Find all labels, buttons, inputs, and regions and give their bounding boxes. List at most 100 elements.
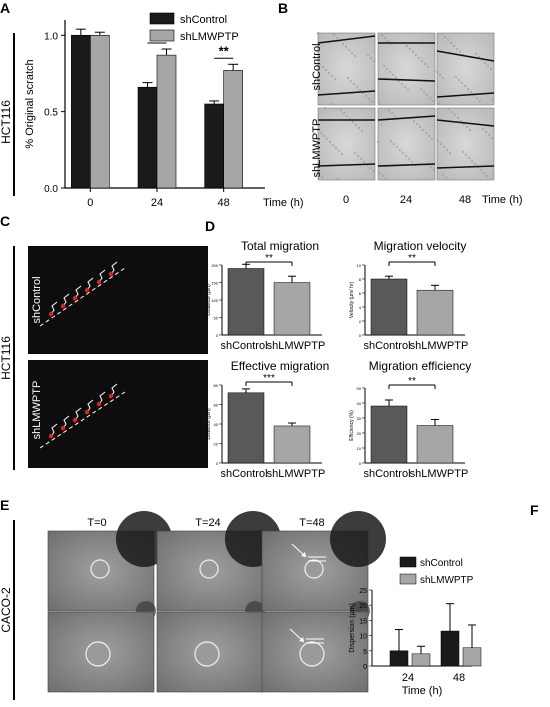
f-y-tick-label: 5 bbox=[363, 649, 367, 656]
colony bbox=[304, 559, 324, 579]
cell-speck bbox=[324, 68, 328, 72]
cell-speck bbox=[383, 36, 387, 40]
scratch-edge bbox=[377, 163, 436, 167]
cell-speck bbox=[437, 101, 441, 105]
d-bar bbox=[416, 425, 454, 464]
cell-speck bbox=[440, 32, 444, 36]
cell-speck bbox=[473, 162, 477, 166]
cell-speck bbox=[404, 154, 408, 158]
d-bar bbox=[273, 425, 311, 464]
cell-speck bbox=[430, 137, 434, 141]
scratch-edge bbox=[436, 165, 495, 169]
f-legend-swatch bbox=[399, 556, 417, 568]
a-bar bbox=[90, 34, 110, 189]
f-bar bbox=[440, 630, 460, 667]
cell-speck bbox=[317, 172, 321, 176]
d-x-tick-label: shLMWPTP bbox=[410, 340, 469, 352]
row-label-c-control: shControl bbox=[31, 276, 43, 323]
d-y-tick-label: 20 bbox=[357, 431, 362, 436]
cell-speck bbox=[334, 146, 338, 150]
arrow-head bbox=[299, 637, 304, 642]
f-y-tick-label: 15 bbox=[359, 618, 367, 625]
cell-speck bbox=[403, 85, 407, 89]
d-y-tick-label: 10 bbox=[357, 446, 362, 451]
cell-speck bbox=[479, 168, 483, 172]
f-y-tick-label: 20 bbox=[359, 603, 367, 610]
d-y-tick-label: 150 bbox=[211, 281, 218, 286]
cell-speck bbox=[378, 171, 382, 175]
d-y-tick-label: 200 bbox=[211, 263, 218, 268]
cell-speck bbox=[468, 128, 472, 132]
cell-speck bbox=[327, 71, 331, 75]
cell-speck bbox=[321, 65, 325, 69]
cell-speck bbox=[389, 139, 393, 143]
cell-speck bbox=[470, 159, 474, 163]
cell-speck bbox=[420, 59, 424, 63]
d-y-tick-label: 40 bbox=[214, 422, 219, 427]
cell-line-label-e: CACO-2 bbox=[0, 587, 13, 633]
row-label-c-knockdown: shLMWPTP bbox=[31, 381, 43, 440]
cell-speck bbox=[388, 70, 392, 74]
cell-speck bbox=[357, 126, 361, 130]
colony bbox=[90, 559, 110, 579]
cell-speck bbox=[391, 73, 395, 77]
cell-speck bbox=[360, 129, 364, 133]
cell-speck bbox=[370, 100, 374, 104]
cell-speck bbox=[489, 67, 493, 71]
cell-speck bbox=[368, 166, 372, 170]
cell-speck bbox=[390, 111, 394, 115]
cell-speck bbox=[372, 59, 376, 63]
cell-speck bbox=[417, 56, 421, 60]
cell-speck bbox=[445, 148, 449, 152]
d-y-tick-label: 80 bbox=[214, 383, 219, 388]
cell-speck bbox=[340, 152, 344, 156]
cell-speck bbox=[349, 79, 353, 83]
track-endpoint bbox=[96, 401, 102, 407]
cell-speck bbox=[355, 85, 359, 89]
cell-speck bbox=[345, 114, 349, 118]
track-endpoint bbox=[72, 295, 78, 301]
cell-speck bbox=[443, 35, 447, 39]
dark-region bbox=[330, 511, 386, 567]
colony bbox=[85, 641, 111, 667]
cell-speck bbox=[478, 99, 482, 103]
cell-speck bbox=[386, 39, 390, 43]
cell-speck bbox=[449, 41, 453, 45]
d-chart-title: Migration efficiency bbox=[369, 359, 472, 373]
track-endpoint bbox=[84, 287, 90, 293]
chart-a: 0.00.51.0% Original scratch02448****shCo… bbox=[24, 12, 304, 209]
d-y-tick-label: 2 bbox=[359, 319, 362, 324]
cell-speck bbox=[354, 123, 358, 127]
f-y-tick-label: 25 bbox=[359, 588, 367, 595]
cell-speck bbox=[336, 177, 340, 181]
d-y-tick-label: 8 bbox=[359, 277, 362, 282]
cell-speck bbox=[441, 76, 445, 80]
d-y-tick-label: 50 bbox=[357, 386, 362, 391]
d-bar bbox=[227, 268, 265, 336]
cell-speck bbox=[490, 136, 494, 140]
cell-speck bbox=[447, 107, 451, 111]
cell-speck bbox=[337, 149, 341, 153]
d-y-tick-label: 0 bbox=[216, 333, 219, 338]
cell-speck bbox=[424, 131, 428, 135]
scratch-edge bbox=[317, 35, 376, 44]
cell-speck bbox=[376, 140, 380, 144]
a-x-axis-label: Time (h) bbox=[263, 197, 304, 209]
cell-speck bbox=[466, 87, 470, 91]
d-y-tick-label: 100 bbox=[211, 298, 218, 303]
row-label-b-knockdown: shLMWPTP bbox=[311, 119, 323, 178]
cell-speck bbox=[353, 54, 357, 58]
cell-speck bbox=[414, 53, 418, 57]
a-x-tick-label: 0 bbox=[87, 197, 93, 209]
track-endpoint bbox=[48, 433, 54, 439]
cell-speck bbox=[475, 96, 479, 100]
d-significance-label: ** bbox=[408, 253, 416, 264]
a-legend-label: shControl bbox=[180, 14, 227, 26]
cell-speck bbox=[400, 82, 404, 86]
cell-speck bbox=[364, 94, 368, 98]
d-y-axis-label: Efficiency (%) bbox=[349, 410, 355, 441]
scratch-edge bbox=[317, 90, 376, 96]
cell-speck bbox=[382, 64, 386, 68]
d-y-axis-label: Distance (µm) bbox=[206, 284, 212, 316]
cell-speck bbox=[460, 81, 464, 85]
